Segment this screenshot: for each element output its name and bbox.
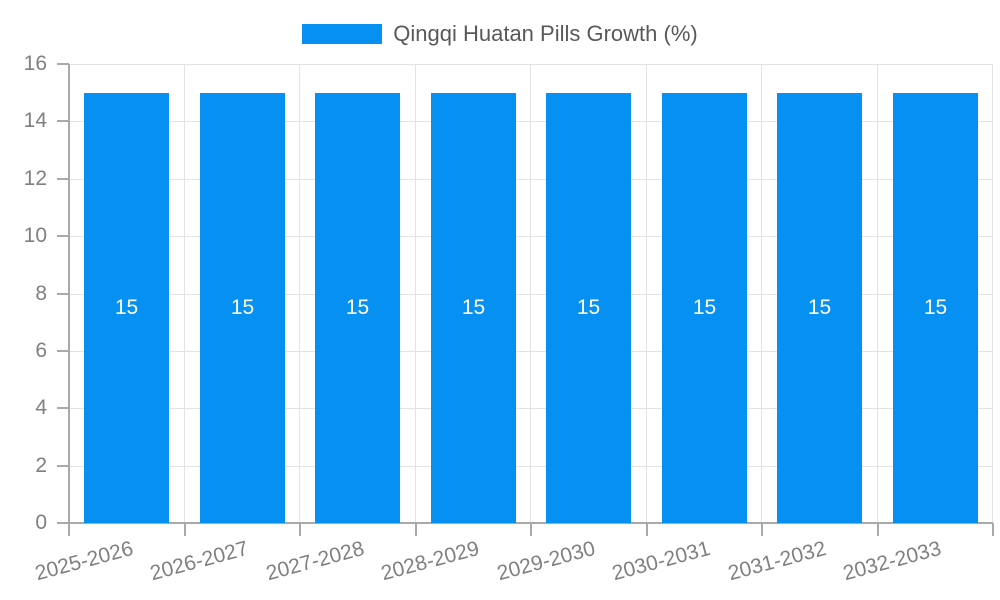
y-tick (57, 350, 69, 352)
bar[interactable]: 15 (893, 93, 978, 523)
bar[interactable]: 15 (84, 93, 169, 523)
y-tick-label: 14 (23, 109, 47, 132)
bar[interactable]: 15 (315, 93, 400, 523)
y-tick (57, 63, 69, 65)
x-tick-label: 2027-2028 (263, 536, 367, 586)
x-gridline (992, 64, 993, 523)
x-gridline (415, 64, 416, 523)
y-tick (57, 120, 69, 122)
x-axis-line (57, 522, 993, 524)
y-tick (57, 522, 69, 524)
bar-value-label: 15 (461, 296, 486, 319)
legend-swatch[interactable] (302, 24, 383, 44)
bar[interactable]: 15 (546, 93, 631, 523)
y-tick-label: 12 (23, 167, 47, 190)
y-gridline (69, 466, 993, 467)
y-tick (57, 235, 69, 237)
y-tick-label: 10 (23, 224, 47, 247)
y-gridline (69, 64, 993, 65)
x-tick (299, 523, 301, 536)
x-tick-label: 2030-2031 (609, 536, 713, 586)
x-tick-label: 2031-2032 (725, 536, 829, 586)
y-gridline (69, 236, 993, 237)
y-gridline (69, 179, 993, 180)
x-tick-label: 2028-2029 (378, 536, 482, 586)
x-tick (184, 523, 186, 536)
bar-value-label: 15 (576, 296, 601, 319)
y-tick-label: 8 (35, 282, 47, 305)
bar[interactable]: 15 (200, 93, 285, 523)
x-tick (68, 523, 70, 536)
x-gridline (877, 64, 878, 523)
x-gridline (184, 64, 185, 523)
x-gridline (761, 64, 762, 523)
x-tick (415, 523, 417, 536)
y-tick (57, 407, 69, 409)
bar-value-label: 15 (692, 296, 717, 319)
bar-value-label: 15 (230, 296, 255, 319)
bar-value-label: 15 (923, 296, 948, 319)
y-tick-label: 6 (35, 339, 47, 362)
bar[interactable]: 15 (662, 93, 747, 523)
x-tick (646, 523, 648, 536)
bar-value-label: 15 (807, 296, 832, 319)
y-tick-label: 2 (35, 454, 47, 477)
bar[interactable]: 15 (777, 93, 862, 523)
y-tick-label: 0 (35, 511, 47, 534)
x-tick (992, 523, 994, 536)
bar-value-label: 15 (345, 296, 370, 319)
legend: Qingqi Huatan Pills Growth (%) (0, 22, 1000, 46)
x-tick-label: 2025-2026 (32, 536, 136, 586)
y-gridline (69, 408, 993, 409)
y-tick-label: 16 (23, 52, 47, 75)
legend-label[interactable]: Qingqi Huatan Pills Growth (%) (393, 21, 698, 46)
y-tick (57, 293, 69, 295)
x-tick-label: 2032-2033 (840, 536, 944, 586)
bar[interactable]: 15 (431, 93, 516, 523)
y-tick-label: 4 (35, 396, 47, 419)
y-gridline (69, 121, 993, 122)
x-tick (530, 523, 532, 536)
plot-area: 0 2 4 6 8 10 12 14 16 2025-2026 2026-2027 2027-2028… (24, 52, 994, 585)
x-tick (761, 523, 763, 536)
x-tick-label: 2029-2030 (494, 536, 598, 586)
x-tick-label: 2026-2027 (147, 536, 251, 586)
x-gridline (299, 64, 300, 523)
y-tick (57, 465, 69, 467)
y-axis-line (68, 64, 70, 536)
x-gridline (646, 64, 647, 523)
x-tick (877, 523, 879, 536)
x-gridline (530, 64, 531, 523)
y-gridline (69, 294, 993, 295)
y-gridline (69, 351, 993, 352)
y-tick (57, 178, 69, 180)
bar-value-label: 15 (114, 296, 139, 319)
